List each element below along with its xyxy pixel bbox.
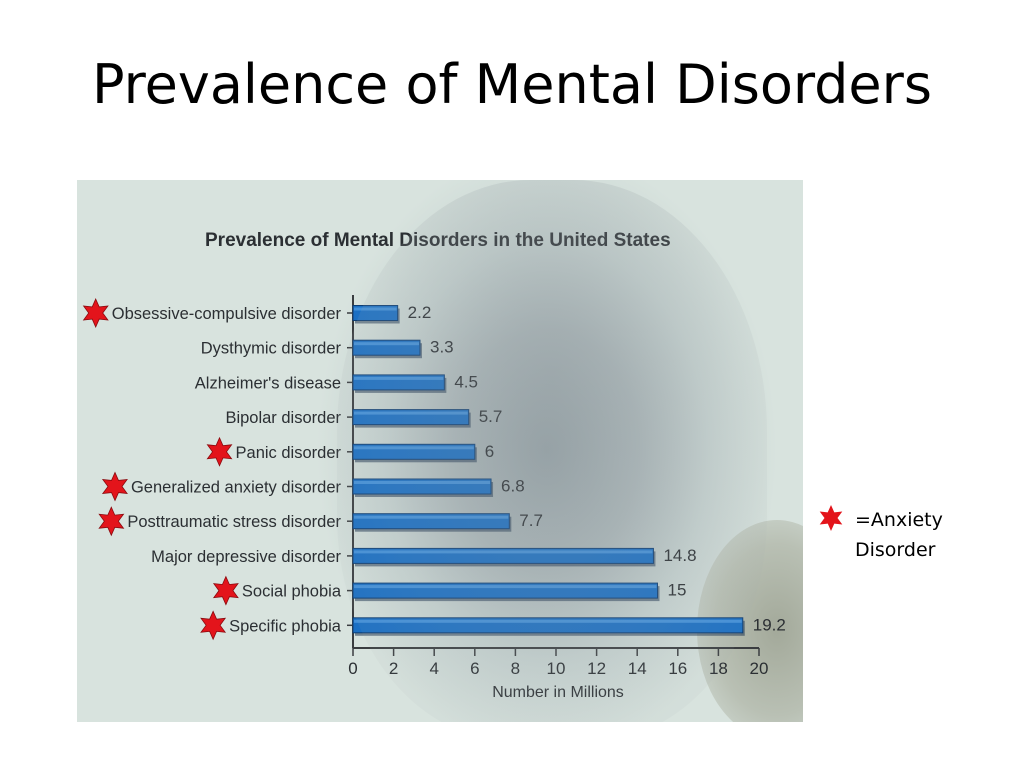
- bar: [352, 339, 421, 356]
- bar: [352, 582, 658, 599]
- value-label: 6.8: [501, 477, 525, 496]
- bar-highlight: [354, 515, 509, 519]
- value-label: 2.2: [408, 303, 432, 322]
- anxiety-star-icon: [212, 575, 239, 606]
- bar-shadow: [355, 620, 745, 636]
- x-tick-label: 6: [470, 659, 479, 678]
- value-label: 14.8: [663, 546, 696, 565]
- x-tick-label: 2: [389, 659, 398, 678]
- bar-highlight: [354, 619, 742, 623]
- category-label: Major depressive disorder: [151, 548, 341, 566]
- category-label: Generalized anxiety disorder: [131, 479, 342, 497]
- bar-highlight: [354, 481, 491, 484]
- slide-title: Prevalence of Mental Disorders: [92, 53, 932, 116]
- value-label: 4.5: [454, 372, 478, 391]
- x-tick-label: 10: [547, 659, 566, 678]
- bar: [352, 374, 445, 391]
- bar-shadow: [355, 343, 422, 359]
- bar-shadow: [355, 447, 477, 463]
- anxiety-star-icon: [98, 506, 125, 537]
- value-label: 15: [668, 581, 687, 600]
- x-tick-label: 18: [709, 659, 728, 678]
- category-label: Alzheimer's disease: [195, 374, 341, 392]
- bar: [352, 547, 654, 564]
- bar-highlight: [354, 585, 657, 589]
- category-label: Bipolar disorder: [225, 409, 341, 427]
- bar-shadow: [355, 586, 660, 602]
- bar-chart: Prevalence of Mental Disorders in the Un…: [82, 230, 786, 701]
- anxiety-star-icon: [200, 610, 227, 641]
- bar: [352, 409, 470, 426]
- value-label: 5.7: [479, 407, 503, 426]
- anxiety-star-icon: [82, 298, 109, 328]
- category-label: Social phobia: [242, 583, 342, 601]
- bar-shadow: [355, 308, 400, 324]
- chart-image: Prevalence of Mental Disorders in the Un…: [77, 180, 803, 722]
- anxiety-star-icon: [819, 505, 843, 531]
- bar-highlight: [354, 376, 444, 380]
- anxiety-star-icon: [206, 436, 233, 467]
- bar-shadow: [355, 516, 512, 532]
- bar: [352, 513, 510, 530]
- x-tick-label: 20: [750, 659, 769, 678]
- bar-shadow: [355, 482, 494, 497]
- category-label: Specific phobia: [229, 617, 342, 635]
- bar-shadow: [355, 412, 471, 428]
- category-label: Posttraumatic stress disorder: [127, 513, 341, 531]
- x-tick-label: 12: [587, 659, 606, 678]
- x-tick-label: 4: [429, 659, 438, 678]
- anxiety-star-icon: [101, 471, 128, 502]
- legend-text: =Anxiety Disorder: [855, 509, 943, 561]
- bar-highlight: [354, 550, 653, 554]
- chart-title: Prevalence of Mental Disorders in the Un…: [205, 230, 671, 251]
- value-label: 6: [485, 442, 494, 461]
- value-label: 7.7: [519, 511, 543, 530]
- value-label: 3.3: [430, 338, 454, 357]
- bar: [352, 478, 492, 495]
- x-tick-label: 0: [348, 659, 357, 678]
- category-label: Panic disorder: [236, 444, 342, 462]
- bar-shadow: [355, 377, 447, 393]
- category-label: Obsessive-compulsive disorder: [112, 305, 342, 323]
- bar-highlight: [354, 446, 474, 450]
- bar: [352, 443, 476, 460]
- value-label: 19.2: [753, 615, 786, 634]
- bar-highlight: [354, 342, 419, 346]
- legend: =Anxiety Disorder: [818, 505, 978, 565]
- bar-highlight: [354, 307, 397, 311]
- bar-highlight: [354, 411, 468, 415]
- x-tick-label: 14: [628, 659, 647, 678]
- x-tick-label: 8: [511, 659, 520, 678]
- x-tick-label: 16: [668, 659, 687, 678]
- bar: [352, 617, 744, 634]
- category-label: Dysthymic disorder: [201, 340, 342, 358]
- x-axis-label: Number in Millions: [492, 684, 624, 701]
- bar-shadow: [355, 551, 656, 567]
